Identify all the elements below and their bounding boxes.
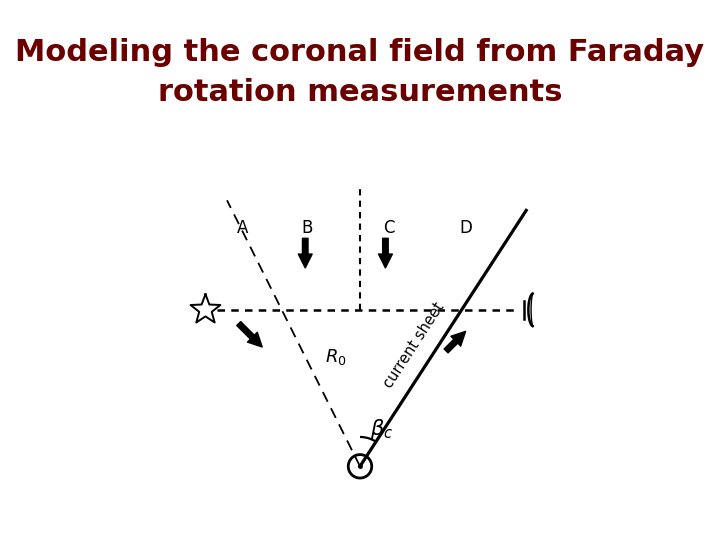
Text: A: A [237,219,248,237]
Text: rotation measurements: rotation measurements [158,78,562,107]
Text: C: C [384,219,395,237]
Text: Modeling the coronal field from Faraday: Modeling the coronal field from Faraday [15,38,705,67]
Text: $R_0$: $R_0$ [325,347,346,367]
Text: B: B [302,219,313,237]
Text: current sheet: current sheet [381,300,448,390]
Text: D: D [459,219,472,237]
Text: $\beta_c$: $\beta_c$ [370,417,393,441]
